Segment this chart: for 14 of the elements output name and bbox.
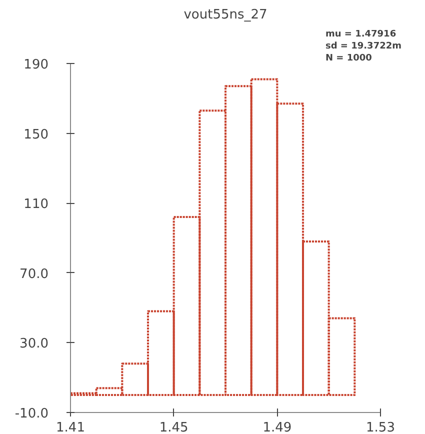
text: sd = 19.3722m <box>326 42 402 52</box>
chart-title: vout55ns_27 <box>184 8 268 22</box>
y-tick-label: 110 <box>24 197 49 212</box>
y-tick-label: -10.0 <box>14 406 49 422</box>
y-tick-label: 30.0 <box>20 336 49 352</box>
y-tick-label: 190 <box>24 58 49 72</box>
x-tick-label: 1.41 <box>56 420 85 434</box>
x-tick-label: 1.49 <box>262 420 292 434</box>
y-tick-label: 70.0 <box>20 266 49 282</box>
y-tick-label: 150 <box>24 127 49 142</box>
x-tick-label: 1.45 <box>159 420 188 434</box>
x-tick-label: 1.53 <box>366 420 395 434</box>
text: N = 1000 <box>326 54 372 64</box>
text: mu = 1.47916 <box>326 30 396 40</box>
